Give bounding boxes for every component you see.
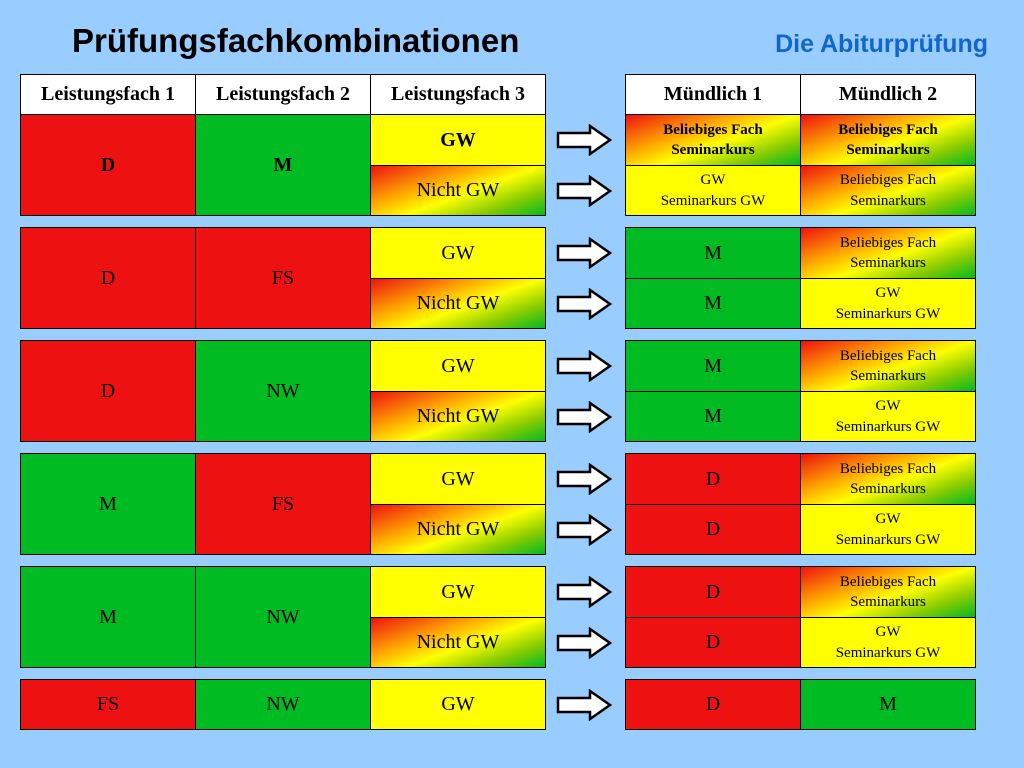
muendlich-2-cell: Beliebiges Fach Seminarkurs bbox=[800, 114, 976, 166]
leistungsfach-3-cell: Nicht GW bbox=[370, 391, 546, 442]
leistungsfach-3-cell: GW bbox=[370, 114, 546, 166]
leistungsfach-3-cell: Nicht GW bbox=[370, 165, 546, 216]
muendlich-2-cell: Beliebiges Fach Seminarkurs bbox=[800, 340, 976, 392]
muendlich-2-cell: M bbox=[800, 679, 976, 730]
leistungsfach-1-cell: FS bbox=[20, 679, 196, 730]
leistungsfach-2-cell: NW bbox=[195, 679, 371, 730]
muendlich-2-cell: Beliebiges Fach Seminarkurs bbox=[800, 453, 976, 505]
right-arrow-icon bbox=[556, 287, 612, 320]
right-arrow-icon bbox=[556, 688, 612, 721]
muendlich-1-cell: M bbox=[625, 391, 801, 442]
leistungsfach-1-cell: D bbox=[20, 340, 196, 442]
leistungsfach-2-cell: NW bbox=[195, 340, 371, 442]
muendlich-1-cell: M bbox=[625, 227, 801, 279]
leistungsfach-2-cell: M bbox=[195, 114, 371, 216]
muendlich-1-cell: GW Seminarkurs GW bbox=[625, 165, 801, 216]
header-leistungsfach-2: Leistungsfach 2 bbox=[195, 74, 371, 115]
leistungsfach-1-cell: D bbox=[20, 227, 196, 329]
leistungsfach-1-cell: D bbox=[20, 114, 196, 216]
muendlich-2-cell: Beliebiges Fach Seminarkurs bbox=[800, 566, 976, 618]
muendlich-1-cell: D bbox=[625, 679, 801, 730]
page-subtitle: Die Abiturprüfung bbox=[775, 30, 988, 58]
muendlich-2-cell: Beliebiges Fach Seminarkurs bbox=[800, 227, 976, 279]
muendlich-1-cell: M bbox=[625, 340, 801, 392]
muendlich-2-cell: GW Seminarkurs GW bbox=[800, 617, 976, 668]
right-arrow-icon bbox=[556, 626, 612, 659]
leistungsfach-1-cell: M bbox=[20, 453, 196, 555]
muendlich-2-cell: GW Seminarkurs GW bbox=[800, 278, 976, 329]
header-leistungsfach-1: Leistungsfach 1 bbox=[20, 74, 196, 115]
muendlich-2-cell: Beliebiges Fach Seminarkurs bbox=[800, 165, 976, 216]
muendlich-1-cell: Beliebiges Fach Seminarkurs bbox=[625, 114, 801, 166]
header-muendlich-2: Mündlich 2 bbox=[800, 74, 976, 115]
leistungsfach-1-cell: M bbox=[20, 566, 196, 668]
right-arrow-icon bbox=[556, 123, 612, 156]
header-leistungsfach-3: Leistungsfach 3 bbox=[370, 74, 546, 115]
right-arrow-icon bbox=[556, 462, 612, 495]
leistungsfach-3-cell: GW bbox=[370, 566, 546, 618]
muendlich-1-cell: D bbox=[625, 566, 801, 618]
right-arrow-icon bbox=[556, 174, 612, 207]
leistungsfach-3-cell: Nicht GW bbox=[370, 617, 546, 668]
muendlich-1-cell: M bbox=[625, 278, 801, 329]
page-title: Prüfungsfachkombinationen bbox=[72, 22, 520, 59]
leistungsfach-3-cell: Nicht GW bbox=[370, 504, 546, 555]
leistungsfach-3-cell: GW bbox=[370, 340, 546, 392]
leistungsfach-2-cell: FS bbox=[195, 227, 371, 329]
right-arrow-icon bbox=[556, 575, 612, 608]
leistungsfach-3-cell: GW bbox=[370, 679, 546, 730]
muendlich-2-cell: GW Seminarkurs GW bbox=[800, 504, 976, 555]
right-arrow-icon bbox=[556, 236, 612, 269]
leistungsfach-3-cell: GW bbox=[370, 227, 546, 279]
right-arrow-icon bbox=[556, 349, 612, 382]
leistungsfach-3-cell: GW bbox=[370, 453, 546, 505]
muendlich-1-cell: D bbox=[625, 453, 801, 505]
muendlich-1-cell: D bbox=[625, 617, 801, 668]
right-arrow-icon bbox=[556, 400, 612, 433]
muendlich-1-cell: D bbox=[625, 504, 801, 555]
right-arrow-icon bbox=[556, 513, 612, 546]
muendlich-2-cell: GW Seminarkurs GW bbox=[800, 391, 976, 442]
leistungsfach-3-cell: Nicht GW bbox=[370, 278, 546, 329]
leistungsfach-2-cell: NW bbox=[195, 566, 371, 668]
header-muendlich-1: Mündlich 1 bbox=[625, 74, 801, 115]
leistungsfach-2-cell: FS bbox=[195, 453, 371, 555]
